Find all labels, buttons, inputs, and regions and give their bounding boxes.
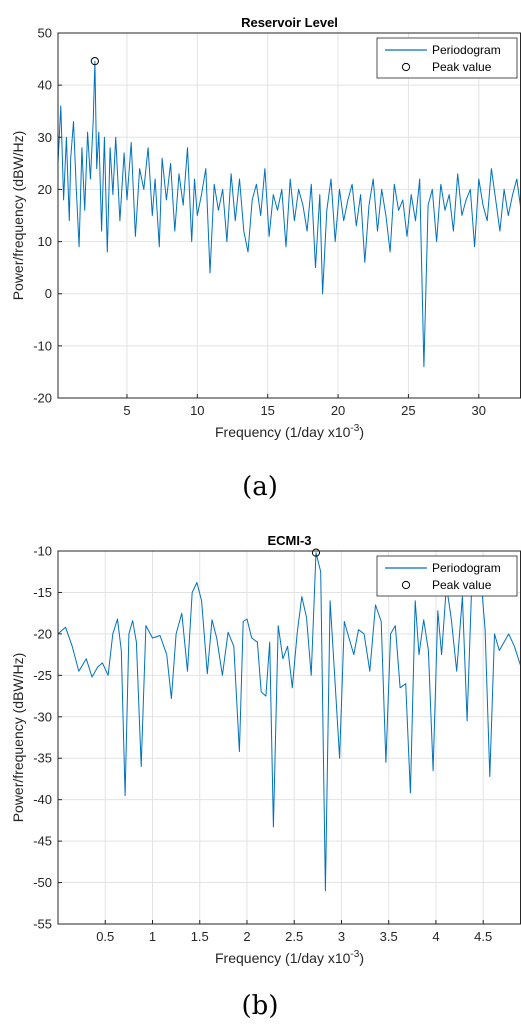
legend-marker-swatch xyxy=(401,62,411,72)
caption-a: (a) xyxy=(242,472,278,502)
y-tick-label: -10 xyxy=(33,544,52,559)
plot-area xyxy=(58,551,521,924)
y-tick-label: -45 xyxy=(33,834,52,849)
legend-label-peak: Peak value xyxy=(432,60,492,74)
legend-box xyxy=(376,555,518,597)
x-axis-label-text: Frequency (1/day x10 xyxy=(215,424,351,440)
periodogram-line xyxy=(57,552,521,892)
y-axis-label: Power/frequency (dBW/Hz) xyxy=(10,653,26,823)
x-axis-label-exponent: -3 xyxy=(350,949,359,960)
chart-title: Reservoir Level xyxy=(241,15,338,30)
x-tick-label: 30 xyxy=(472,403,486,418)
x-axis-label-close: ) xyxy=(359,424,364,440)
x-tick-label: 2.5 xyxy=(285,929,303,944)
chart-ecmi-3: 0.5 1 1.5 2 2.5 3 3.5 4 4.5 -55 -50 -45 -40 -35 -30 -25… xyxy=(10,533,521,966)
x-tick-label: 15 xyxy=(260,403,274,418)
peak-marker xyxy=(311,548,321,557)
y-tick-label: 0 xyxy=(45,286,52,301)
x-tick-label: 20 xyxy=(331,403,345,418)
x-tick-label: 0.5 xyxy=(96,929,114,944)
y-tick-label: -20 xyxy=(33,391,52,406)
legend-label-periodogram: Periodogram xyxy=(432,561,501,575)
y-tick-label: -30 xyxy=(33,709,52,724)
x-axis-label-exponent: -3 xyxy=(350,423,359,434)
plot-area xyxy=(58,33,521,398)
y-tick-label: -25 xyxy=(33,668,52,683)
y-axis-label: Power/frequency (dBW/Hz) xyxy=(10,131,26,301)
chart-title: ECMI-3 xyxy=(267,533,311,548)
x-axis-label: Frequency (1/day x10-3) xyxy=(215,423,364,440)
y-tick-label: -40 xyxy=(33,792,52,807)
x-tick-label: 3.5 xyxy=(380,929,398,944)
y-tick-label: 50 xyxy=(38,26,52,41)
y-tick-label: 10 xyxy=(38,234,52,249)
legend-label-peak: Peak value xyxy=(432,578,492,592)
x-tick-label: 4.5 xyxy=(474,929,492,944)
x-tick-label: 1.5 xyxy=(191,929,209,944)
y-tick-label: 20 xyxy=(38,182,52,197)
caption-b: (b) xyxy=(242,991,279,1021)
legend-label-periodogram: Periodogram xyxy=(432,43,501,57)
x-tick-label: 2 xyxy=(243,929,250,944)
chart-reservoir-level: 5 10 15 20 25 30 -20 -10 0 10 20 30 40 50 Reservoir Le… xyxy=(10,15,521,440)
y-tick-label: -10 xyxy=(33,338,52,353)
x-tick-label: 5 xyxy=(123,403,130,418)
legend-marker-swatch xyxy=(401,580,411,590)
y-tick-label: 40 xyxy=(38,78,52,93)
peak-marker xyxy=(90,57,99,66)
x-tick-label: 3 xyxy=(338,929,345,944)
x-axis-label-close: ) xyxy=(359,950,364,966)
periodogram-line xyxy=(57,60,521,368)
y-tick-label: 30 xyxy=(38,130,52,145)
x-axis-label: Frequency (1/day x10-3) xyxy=(215,949,364,966)
x-tick-label: 25 xyxy=(401,403,415,418)
x-tick-label: 1 xyxy=(149,929,156,944)
y-tick-label: -50 xyxy=(33,875,52,890)
x-axis-label-text: Frequency (1/day x10 xyxy=(215,950,351,966)
y-tick-label: -15 xyxy=(33,585,52,600)
y-tick-label: -20 xyxy=(33,626,52,641)
y-tick-label: -55 xyxy=(33,917,52,932)
x-tick-label: 4 xyxy=(432,929,439,944)
x-tick-label: 10 xyxy=(190,403,204,418)
legend-box xyxy=(376,37,518,79)
y-tick-label: -35 xyxy=(33,751,52,766)
